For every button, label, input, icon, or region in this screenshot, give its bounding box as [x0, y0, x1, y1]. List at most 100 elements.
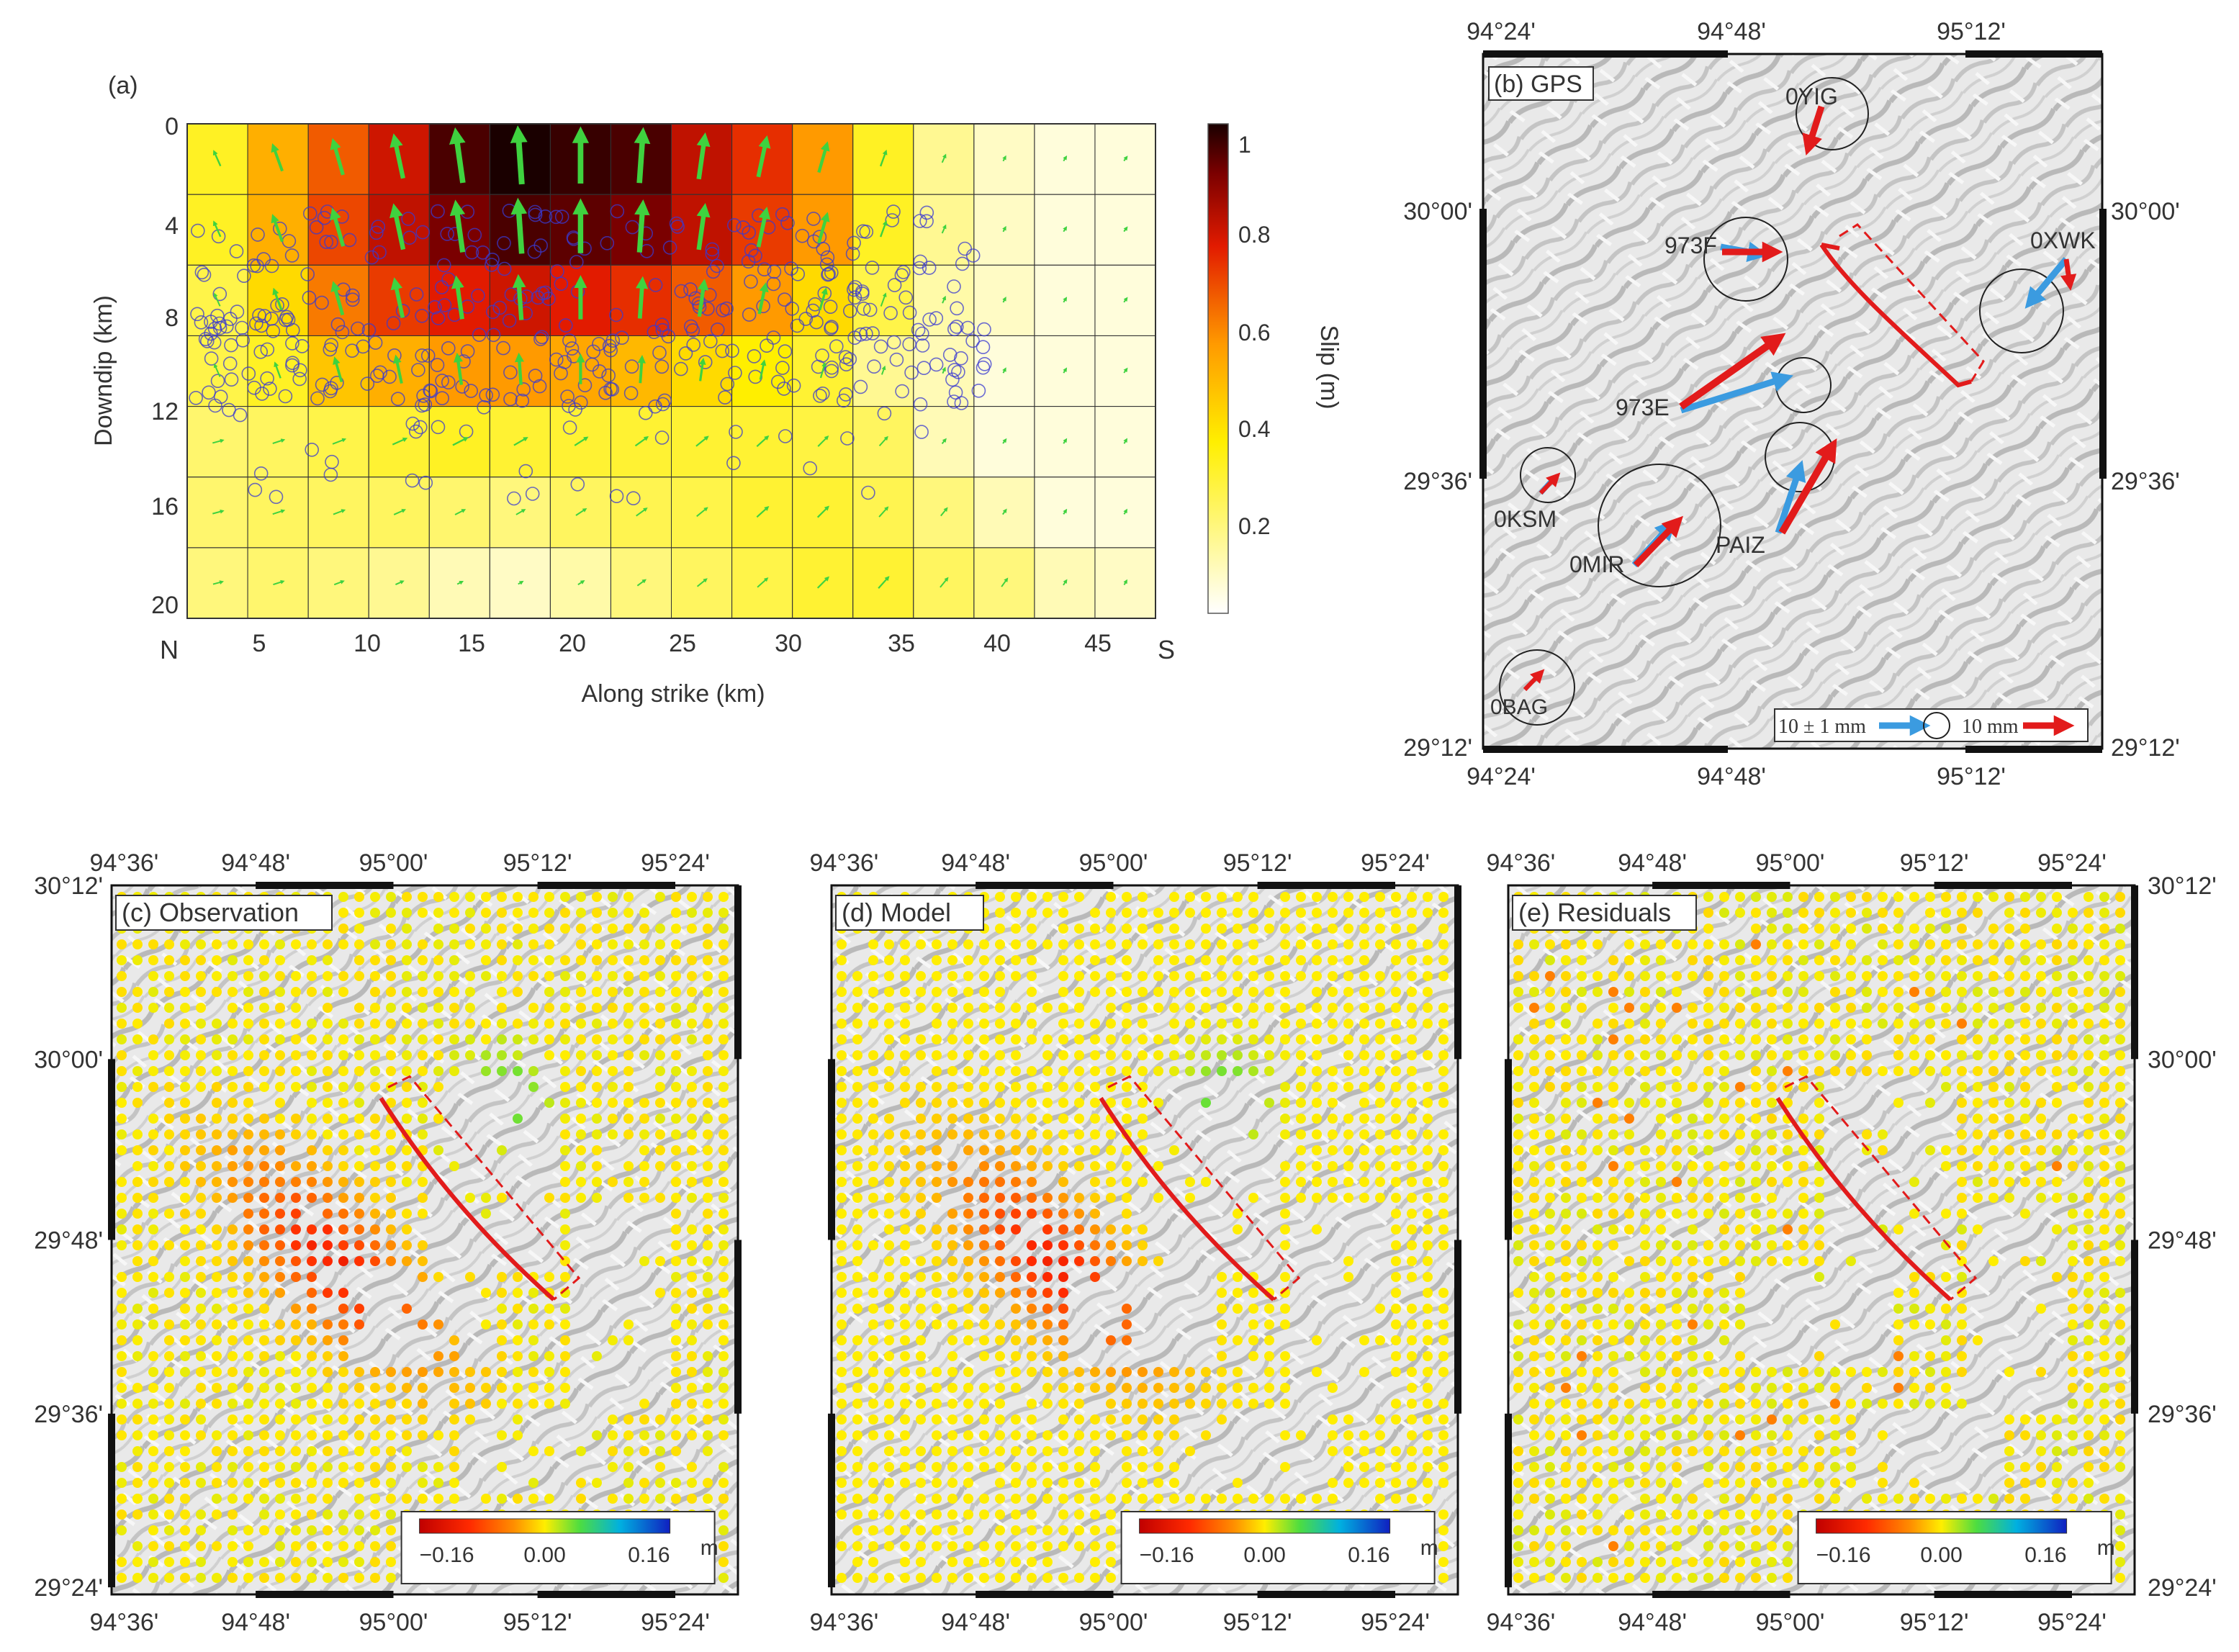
insar-point: [291, 1209, 301, 1219]
insar-point: [1545, 1177, 1555, 1187]
insar-point: [1909, 1478, 1919, 1488]
insar-point: [117, 1209, 127, 1219]
insar-point: [418, 1066, 428, 1076]
insar-point: [180, 1430, 190, 1440]
insar-point: [1798, 955, 1808, 965]
insar-point: [2036, 955, 2046, 965]
insar-point: [307, 1557, 317, 1567]
insar-point: [1735, 1351, 1745, 1361]
insar-point: [995, 1399, 1005, 1409]
insar-point: [1561, 955, 1571, 965]
insar-point: [1513, 1446, 1523, 1456]
insar-point: [2099, 1098, 2109, 1108]
insar-point: [2068, 1399, 2078, 1409]
insar-point: [196, 1462, 206, 1472]
insar-point: [497, 924, 507, 934]
insar-point: [1328, 1082, 1338, 1092]
insar-point: [1438, 1082, 1449, 1092]
insar-point: [1058, 1414, 1068, 1425]
xtick: 10: [353, 630, 381, 657]
insar-point: [1545, 1462, 1555, 1472]
insar-point: [1185, 1034, 1195, 1044]
insar-point: [1719, 1414, 1729, 1425]
insar-point: [323, 1462, 333, 1472]
aftershock-circle: [431, 204, 445, 219]
aftershock-circle: [408, 424, 423, 439]
insar-point: [1688, 1319, 1698, 1330]
insar-point: [2083, 1446, 2094, 1456]
insar-point: [1545, 1019, 1555, 1029]
insar-point: [623, 1414, 634, 1425]
insar-point: [164, 1114, 174, 1124]
insar-point: [1830, 971, 1840, 981]
insar-point: [2068, 1209, 2078, 1219]
insar-point: [1375, 1462, 1385, 1472]
insar-point: [1561, 1224, 1571, 1235]
lon-tick: 95°00': [1079, 849, 1148, 877]
insar-point: [639, 1478, 649, 1488]
insar-point: [671, 1494, 681, 1504]
insar-point: [900, 1082, 910, 1092]
insar-point: [386, 1573, 396, 1583]
insar-point: [1656, 1098, 1666, 1108]
insar-point: [370, 1003, 380, 1013]
insar-point: [1846, 1367, 1856, 1377]
insar-point: [639, 1256, 649, 1266]
insar-point: [2052, 1019, 2062, 1029]
insar-point: [2115, 1066, 2125, 1076]
insar-point: [1783, 1367, 1793, 1377]
insar-point: [386, 1509, 396, 1520]
insar-point: [1798, 1383, 1808, 1393]
insar-point: [307, 1351, 317, 1361]
insar-point: [1264, 1335, 1274, 1345]
insar-point: [1577, 1462, 1587, 1472]
insar-point: [1106, 1494, 1116, 1504]
insar-point: [386, 1066, 396, 1076]
insar-point: [2083, 1494, 2094, 1504]
insar-point: [868, 1478, 878, 1488]
insar-point: [2036, 1034, 2046, 1044]
insar-point: [418, 1383, 428, 1393]
insar-point: [307, 987, 317, 997]
insar-point: [1703, 1272, 1713, 1282]
insar-point: [1688, 1383, 1698, 1393]
insar-point: [465, 892, 475, 902]
insar-point: [196, 1351, 206, 1361]
insar-point: [227, 1414, 238, 1425]
legend-obs-text: 10 ± 1 mm: [1778, 716, 1866, 738]
insar-point: [655, 924, 665, 934]
insar-point: [1137, 1494, 1148, 1504]
insar-point: [1513, 1414, 1523, 1425]
insar-point: [868, 1161, 878, 1171]
insar-point: [354, 1066, 364, 1076]
insar-point: [718, 924, 729, 934]
insar-point: [947, 1446, 958, 1456]
insar-point: [852, 1240, 862, 1250]
insar-point: [608, 924, 618, 934]
aftershock-circle: [683, 282, 698, 297]
insar-point: [671, 1209, 681, 1219]
insar-point: [1688, 1114, 1698, 1124]
insar-point: [1672, 1256, 1682, 1266]
insar-point: [227, 1288, 238, 1298]
insar-point: [1090, 1367, 1100, 1377]
insar-point: [1735, 1240, 1745, 1250]
lon-tick: 94°36': [90, 1609, 159, 1636]
insar-point: [259, 1066, 269, 1076]
insar-point: [1375, 1494, 1385, 1504]
insar-point: [1407, 971, 1417, 981]
insar-point: [1042, 1098, 1053, 1108]
insar-point: [560, 1209, 570, 1219]
insar-point: [1592, 1129, 1603, 1139]
insar-point: [623, 1478, 634, 1488]
gps-station-0BAG: 0BAG: [1490, 649, 1575, 726]
insar-point: [1328, 955, 1338, 965]
insar-point: [1767, 1256, 1777, 1266]
insar-point: [979, 1288, 989, 1298]
insar-point: [196, 1288, 206, 1298]
insar-point: [497, 908, 507, 918]
insar-point: [259, 1399, 269, 1409]
insar-point: [1423, 1224, 1433, 1235]
insar-point: [1545, 1304, 1555, 1314]
insar-point: [1248, 1050, 1258, 1060]
